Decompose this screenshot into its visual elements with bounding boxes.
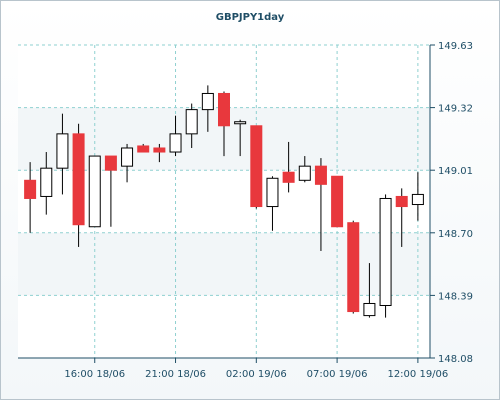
candle bbox=[121, 143, 134, 183]
candle-body-bullish bbox=[266, 177, 279, 208]
candle bbox=[395, 188, 408, 247]
tick-labels: 149.63 149.32 149.01 148.70 148.39 148.08 16:0… bbox=[64, 41, 473, 380]
candle bbox=[266, 176, 279, 231]
y-tick-label: 149.01 bbox=[438, 166, 473, 177]
x-tick-label: 12:00 19/06 bbox=[387, 369, 448, 380]
candle-body-bullish bbox=[411, 193, 424, 206]
y-tick-label: 148.70 bbox=[438, 229, 473, 240]
candle-body-bullish bbox=[169, 133, 182, 153]
candle bbox=[314, 158, 327, 251]
y-tick-label: 149.32 bbox=[438, 104, 473, 115]
candle bbox=[411, 172, 424, 221]
candle bbox=[104, 155, 117, 227]
candle-body-bearish bbox=[72, 133, 85, 226]
candle bbox=[218, 91, 230, 157]
candle-body-bullish bbox=[363, 302, 376, 317]
candle-body-bearish bbox=[218, 92, 230, 127]
candle bbox=[137, 143, 150, 153]
candle bbox=[331, 175, 344, 228]
candle-body-bullish bbox=[88, 155, 101, 228]
candle-body-bullish bbox=[379, 197, 392, 306]
candle-body-bullish bbox=[201, 92, 214, 111]
candle bbox=[379, 194, 392, 318]
candle-body-bullish bbox=[40, 167, 53, 197]
candle-body-bearish bbox=[153, 147, 166, 153]
candle-body-bullish bbox=[234, 121, 247, 125]
candle bbox=[298, 156, 311, 183]
candle-body-bearish bbox=[347, 222, 360, 313]
candle bbox=[363, 263, 376, 318]
candle bbox=[282, 141, 295, 193]
candle bbox=[250, 125, 263, 209]
candle bbox=[40, 152, 53, 215]
chart-title: GBPJPY1day bbox=[215, 12, 285, 23]
candle bbox=[347, 220, 360, 314]
y-tick-label: 148.39 bbox=[438, 291, 473, 302]
candle bbox=[24, 162, 37, 233]
candle bbox=[56, 113, 69, 195]
candle-body-bullish bbox=[121, 147, 134, 167]
plot-band bbox=[18, 232, 430, 296]
candle-body-bearish bbox=[331, 175, 344, 228]
candle-body-bearish bbox=[250, 125, 263, 208]
candle-body-bearish bbox=[314, 165, 327, 185]
y-tick-label: 149.63 bbox=[438, 41, 473, 52]
y-tick-label: 148.08 bbox=[438, 354, 473, 365]
candle-body-bearish bbox=[137, 145, 150, 153]
candle-body-bearish bbox=[282, 171, 295, 183]
candle-body-bearish bbox=[24, 179, 37, 199]
candle bbox=[72, 123, 85, 247]
candle bbox=[185, 103, 198, 148]
candle bbox=[169, 115, 182, 157]
candle bbox=[201, 85, 214, 132]
axes bbox=[18, 44, 435, 363]
x-tick-label: 16:00 18/06 bbox=[64, 369, 125, 380]
candle bbox=[234, 119, 247, 157]
candle bbox=[153, 143, 166, 163]
candle-body-bearish bbox=[104, 155, 117, 171]
candle-body-bullish bbox=[185, 109, 198, 135]
candles bbox=[24, 85, 424, 318]
candle-body-bearish bbox=[395, 195, 408, 208]
candle-body-bullish bbox=[56, 133, 69, 169]
x-tick-label: 21:00 18/06 bbox=[145, 369, 206, 380]
candle bbox=[88, 155, 101, 228]
x-tick-label: 02:00 19/06 bbox=[226, 369, 287, 380]
candle-body-bullish bbox=[298, 165, 311, 181]
x-tick-label: 07:00 19/06 bbox=[307, 369, 368, 380]
